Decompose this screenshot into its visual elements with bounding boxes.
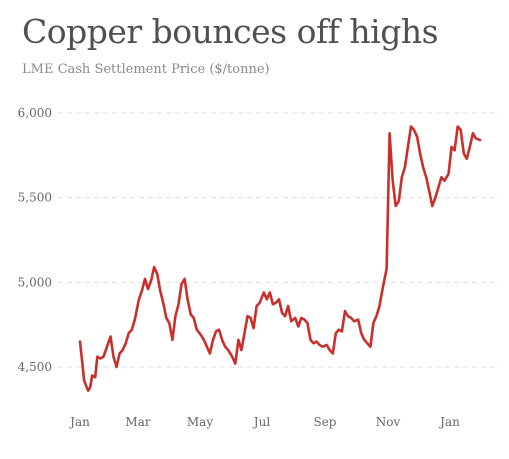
x-tick-label: Nov [376,415,401,429]
x-tick-label: Jan [68,415,90,429]
gridlines [58,112,500,368]
y-tick-label: 5,000 [18,275,52,289]
x-tick-label: Sep [313,415,336,429]
y-axis-ticks: 4,500 5,000 5,500 6,000 [18,106,52,374]
y-tick-label: 5,500 [18,191,52,205]
x-axis-ticks: Jan Mar May Jul Sep Nov Jan [68,415,460,429]
series-layer [78,125,482,392]
y-tick-label: 4,500 [18,360,52,374]
x-tick-label: May [187,415,213,429]
x-tick-label: Jan [438,415,460,429]
chart-title: Copper bounces off highs [22,12,439,51]
x-tick-label: Jul [252,415,271,429]
chart-subtitle: LME Cash Settlement Price ($/tonne) [22,62,270,77]
series-line-0 [78,125,482,392]
y-tick-label: 6,000 [18,106,52,120]
x-tick-label: Mar [125,415,150,429]
